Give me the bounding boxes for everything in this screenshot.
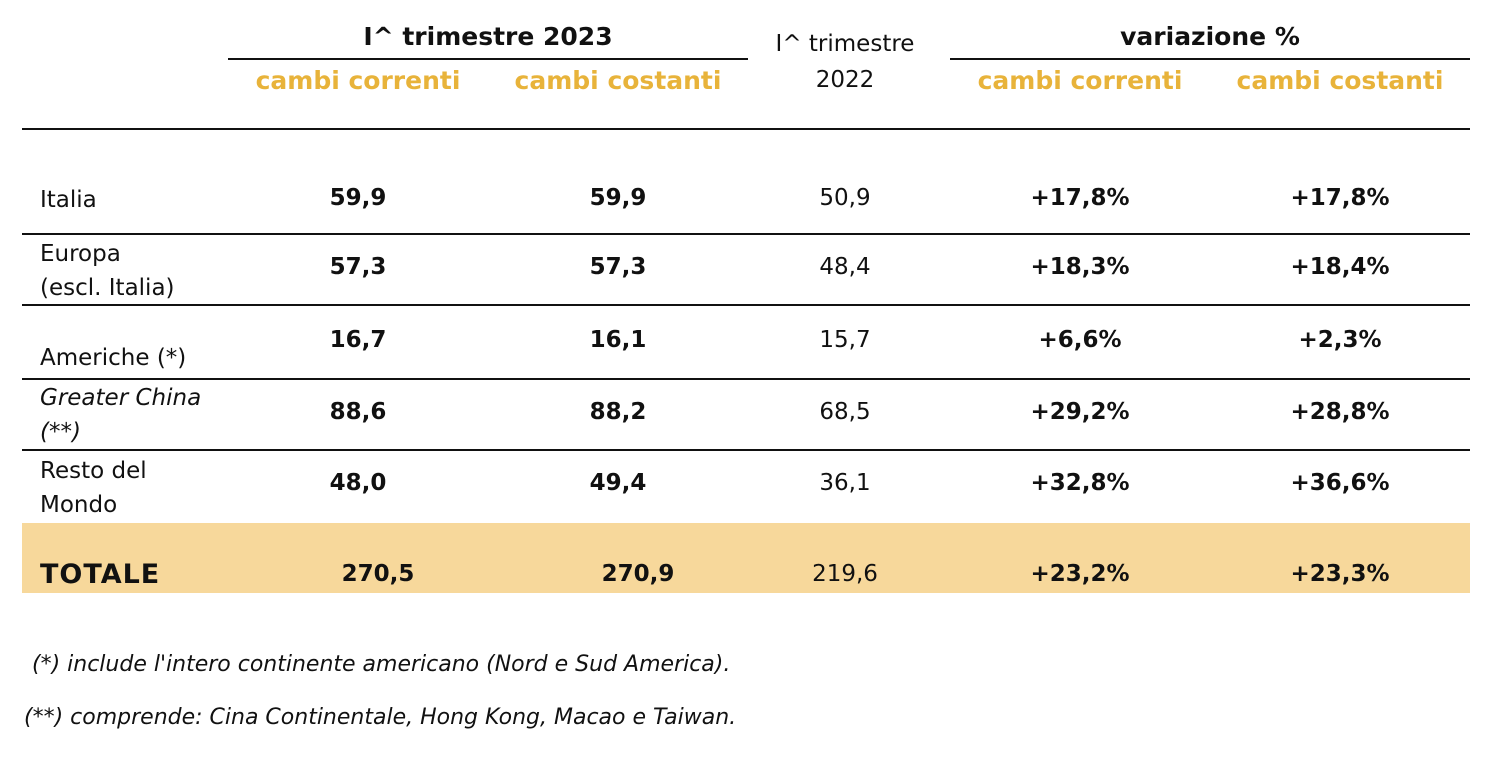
cell-change-current: +18,3% [1030,254,1130,280]
row-label-line: Americhe (*) [40,345,187,371]
cell-q1-2023-constant: 49,4 [589,470,647,496]
row-label-line: Europa [40,241,121,267]
row-divider [22,449,1470,451]
header-group-change: variazione % [1120,22,1300,51]
cell-q1-2023-current: 88,6 [329,399,387,425]
cell-change-constant: +17,8% [1290,185,1390,211]
row-label: Americhe (*) [40,341,186,375]
footnote-americas: (*) include l'intero continente american… [32,652,731,677]
row-divider [22,304,1470,306]
cell-q1-2023-constant: 59,9 [589,185,647,211]
total-change-constant: +23,3% [1290,561,1390,587]
cell-q1-2023-current: 16,7 [329,327,387,353]
header-rule-change [950,58,1470,60]
total-change-current: +23,2% [1030,561,1130,587]
row-divider [22,233,1470,235]
cell-change-current: +29,2% [1030,399,1130,425]
header-q1-2022-line1: I^ trimestre [775,31,915,57]
cell-q1-2023-current: 59,9 [329,185,387,211]
row-label-line: Resto del [40,458,147,484]
cell-q1-2022: 48,4 [819,254,871,280]
header-rule-q1-2023 [228,58,748,60]
subheader-current-change: cambi correnti [977,66,1183,95]
row-label: Resto del Mondo [40,454,147,522]
header-bottom-rule [22,128,1470,130]
table-row: Greater China (**) 88,6 88,2 68,5 +29,2% +28,8… [22,379,1470,450]
row-label-line: (escl. Italia) [40,275,175,301]
row-label-line: (**) [40,419,81,445]
row-label: Italia [40,183,97,217]
cell-q1-2022: 68,5 [819,399,871,425]
row-label-line: Mondo [40,492,118,518]
row-label-line: Greater China [40,385,202,411]
cell-q1-2023-constant: 16,1 [589,327,647,353]
total-row: TOTALE 270,5 270,9 219,6 +23,2% +23,3% [22,523,1470,593]
row-divider [22,378,1470,380]
table-row: Italia 59,9 59,9 50,9 +17,8% +17,8% [22,165,1470,234]
cell-q1-2023-current: 48,0 [329,470,387,496]
cell-change-constant: +18,4% [1290,254,1390,280]
header-q1-2022: I^ trimestre 2022 [755,26,935,98]
header-q1-2022-line2: 2022 [815,67,875,93]
cell-change-constant: +28,8% [1290,399,1390,425]
cell-q1-2022: 50,9 [819,185,871,211]
table-row: Resto del Mondo 48,0 49,4 36,1 +32,8% +36,6% [22,450,1470,523]
row-label: Europa (escl. Italia) [40,237,175,305]
subheader-constant-change: cambi costanti [1236,66,1444,95]
cell-q1-2023-constant: 57,3 [589,254,647,280]
cell-q1-2022: 36,1 [819,470,871,496]
row-label-line: Italia [40,187,97,213]
header-group-q1-2023: I^ trimestre 2023 [363,22,613,51]
cell-change-constant: +36,6% [1290,470,1390,496]
footnote-greater-china: (**) comprende: Cina Continentale, Hong … [24,705,737,730]
table-row: Americhe (*) 16,7 16,1 15,7 +6,6% +2,3% [22,305,1470,379]
cell-q1-2022: 15,7 [819,327,871,353]
total-q1-2022: 219,6 [812,561,878,587]
cell-q1-2023-current: 57,3 [329,254,387,280]
total-q1-2023-constant: 270,9 [601,561,675,587]
cell-change-constant: +2,3% [1298,327,1382,353]
cell-q1-2023-constant: 88,2 [589,399,647,425]
cell-change-current: +6,6% [1038,327,1122,353]
total-q1-2023-current: 270,5 [341,561,415,587]
row-label: Greater China (**) [40,381,201,449]
subheader-current: cambi correnti [255,66,461,95]
total-label: TOTALE [40,559,161,590]
subheader-constant: cambi costanti [514,66,722,95]
cell-change-current: +32,8% [1030,470,1130,496]
table-row: Europa (escl. Italia) 57,3 57,3 48,4 +18,3% +1… [22,234,1470,305]
cell-change-current: +17,8% [1030,185,1130,211]
